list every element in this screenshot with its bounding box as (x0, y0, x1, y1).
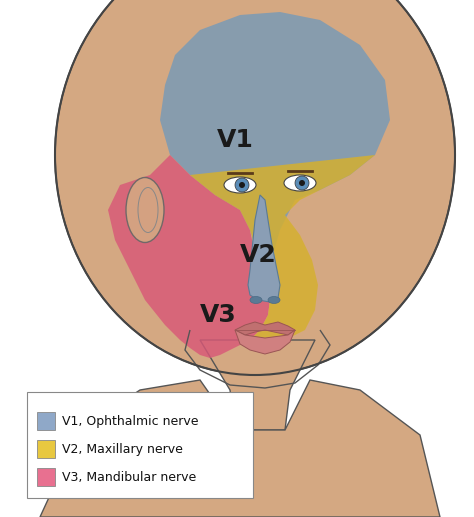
Polygon shape (248, 195, 280, 302)
Polygon shape (200, 340, 315, 430)
Circle shape (239, 182, 245, 188)
Text: V3: V3 (200, 303, 237, 327)
FancyBboxPatch shape (27, 392, 253, 498)
Ellipse shape (224, 177, 256, 193)
FancyBboxPatch shape (37, 440, 55, 458)
Polygon shape (235, 322, 295, 335)
Polygon shape (160, 12, 390, 280)
Text: V2: V2 (240, 243, 276, 267)
Text: V2, Maxillary nerve: V2, Maxillary nerve (62, 443, 183, 455)
Text: V1, Ophthalmic nerve: V1, Ophthalmic nerve (62, 415, 199, 428)
Polygon shape (40, 380, 440, 517)
Circle shape (299, 180, 305, 186)
Ellipse shape (126, 177, 164, 242)
Ellipse shape (268, 297, 280, 303)
FancyBboxPatch shape (37, 412, 55, 430)
Text: V1: V1 (217, 128, 254, 152)
Ellipse shape (55, 0, 455, 375)
Circle shape (295, 176, 309, 190)
Ellipse shape (284, 175, 316, 191)
Circle shape (235, 178, 249, 192)
Polygon shape (108, 155, 270, 358)
Text: V3, Mandibular nerve: V3, Mandibular nerve (62, 470, 196, 483)
Ellipse shape (250, 297, 262, 303)
Polygon shape (190, 155, 375, 345)
Polygon shape (235, 330, 295, 354)
FancyBboxPatch shape (37, 468, 55, 486)
